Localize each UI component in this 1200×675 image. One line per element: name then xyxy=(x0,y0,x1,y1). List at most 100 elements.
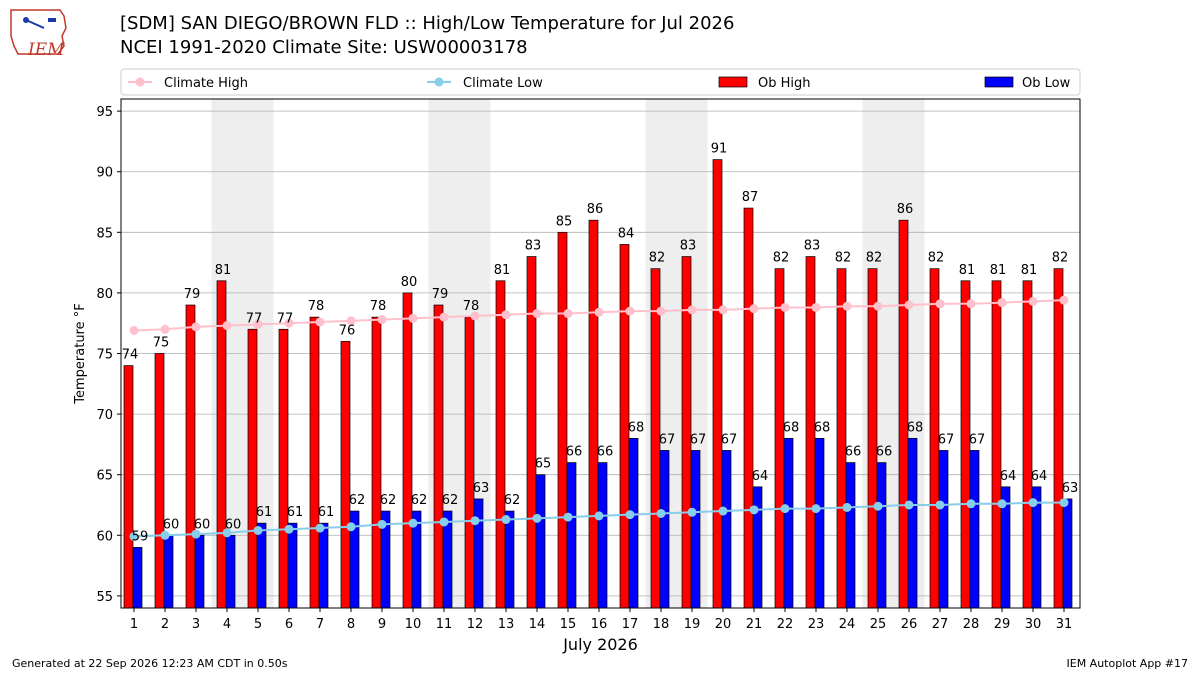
climate-low-point xyxy=(315,523,325,533)
climate-high-point xyxy=(377,315,387,325)
ob-high-bar xyxy=(154,353,165,609)
climate-high-point xyxy=(594,307,604,317)
climate-high-point xyxy=(966,299,976,309)
climate-low-point xyxy=(191,529,201,539)
climate-high-point xyxy=(160,324,170,334)
ob-low-label: 67 xyxy=(721,432,738,447)
x-tick-label: 7 xyxy=(316,617,324,632)
legend-climate-low-marker xyxy=(434,77,444,87)
ob-low-label: 59 xyxy=(132,529,149,544)
x-tick-label: 27 xyxy=(932,617,949,632)
climate-low-point xyxy=(1059,498,1069,508)
ob-high-label: 78 xyxy=(370,299,387,314)
x-tick-label: 6 xyxy=(285,617,293,632)
climate-low-point xyxy=(625,510,635,520)
ob-high-bar xyxy=(495,280,506,609)
ob-high-label: 82 xyxy=(928,251,945,266)
climate-high-point xyxy=(563,309,573,319)
climate-high-point xyxy=(780,302,790,312)
y-tick-label: 65 xyxy=(96,469,113,484)
climate-low-point xyxy=(1028,498,1038,508)
ob-high-bar xyxy=(185,304,196,609)
ob-high-label: 75 xyxy=(153,336,170,351)
legend-ob-low-swatch xyxy=(984,76,1014,88)
climate-high-point xyxy=(625,306,635,316)
ob-high-label: 86 xyxy=(897,202,914,217)
climate-high-point xyxy=(811,302,821,312)
x-tick-label: 12 xyxy=(467,617,484,632)
ob-low-label: 63 xyxy=(1062,481,1079,496)
ob-low-bar xyxy=(659,450,670,609)
generated-footer: Generated at 22 Sep 2026 12:23 AM CDT in… xyxy=(12,657,288,670)
y-tick-label: 60 xyxy=(96,529,113,544)
ob-high-bar xyxy=(309,316,320,609)
climate-high-point xyxy=(501,310,511,320)
ob-high-label: 82 xyxy=(835,251,852,266)
climate-low-point xyxy=(439,517,449,527)
ob-high-label: 87 xyxy=(742,190,759,205)
climate-high-point xyxy=(904,300,914,310)
ob-low-bar xyxy=(566,462,577,609)
x-tick-label: 20 xyxy=(715,617,732,632)
climate-low-point xyxy=(935,500,945,510)
ob-high-bar xyxy=(371,316,382,609)
climate-high-point xyxy=(842,301,852,311)
legend-climate-high-marker xyxy=(135,77,145,87)
ob-high-label: 82 xyxy=(1052,251,1069,266)
climate-high-point xyxy=(439,312,449,322)
ob-low-label: 62 xyxy=(442,493,459,508)
ob-high-bar xyxy=(402,292,413,609)
ob-high-label: 80 xyxy=(401,275,418,290)
x-tick-label: 28 xyxy=(963,617,980,632)
x-tick-label: 8 xyxy=(347,617,355,632)
ob-low-bar xyxy=(597,462,608,609)
x-tick-label: 15 xyxy=(560,617,577,632)
legend-ob-high-swatch xyxy=(718,76,748,88)
ob-low-bar xyxy=(194,534,205,609)
legend-ob-high-label: Ob High xyxy=(758,76,811,91)
legend-box xyxy=(120,68,1081,96)
ob-low-bar xyxy=(783,437,794,609)
ob-low-bar xyxy=(318,522,329,609)
climate-low-point xyxy=(811,504,821,514)
ob-low-label: 60 xyxy=(225,517,242,532)
ob-high-label: 86 xyxy=(587,202,604,217)
climate-high-point xyxy=(253,319,263,329)
ob-low-label: 67 xyxy=(690,432,707,447)
ob-low-bar xyxy=(256,522,267,609)
ob-low-label: 65 xyxy=(535,457,552,472)
x-tick-label: 18 xyxy=(653,617,670,632)
y-tick-label: 80 xyxy=(96,287,113,302)
climate-low-point xyxy=(284,524,294,534)
legend-ob-low-label: Ob Low xyxy=(1022,76,1071,91)
ob-low-bar xyxy=(225,534,236,609)
climate-low-point xyxy=(842,502,852,512)
ob-high-label: 85 xyxy=(556,214,573,229)
climate-low-point xyxy=(904,500,914,510)
ob-low-label: 61 xyxy=(256,505,273,520)
ob-low-bar xyxy=(938,450,949,609)
ob-high-label: 81 xyxy=(1021,263,1038,278)
climate-low-point xyxy=(780,504,790,514)
ob-low-label: 66 xyxy=(566,445,583,460)
y-axis-label: Temperature °F xyxy=(73,303,88,404)
x-tick-label: 13 xyxy=(498,617,515,632)
ob-low-label: 63 xyxy=(473,481,490,496)
x-tick-label: 14 xyxy=(529,617,546,632)
ob-low-label: 68 xyxy=(783,420,800,435)
ob-high-bar xyxy=(898,219,909,609)
climate-low-point xyxy=(718,506,728,516)
climate-high-point xyxy=(656,306,666,316)
climate-low-point xyxy=(129,531,139,541)
x-tick-label: 1 xyxy=(130,617,138,632)
climate-high-point xyxy=(408,313,418,323)
ob-low-bar xyxy=(132,547,143,609)
ob-high-bar xyxy=(743,207,754,609)
ob-high-label: 78 xyxy=(308,299,325,314)
ob-low-label: 64 xyxy=(752,469,769,484)
chart-title: [SDM] SAN DIEGO/BROWN FLD :: High/Low Te… xyxy=(120,13,735,34)
ob-high-label: 76 xyxy=(339,323,356,338)
climate-low-point xyxy=(470,516,480,526)
ob-high-label: 82 xyxy=(649,251,666,266)
ob-high-bar xyxy=(588,219,599,609)
